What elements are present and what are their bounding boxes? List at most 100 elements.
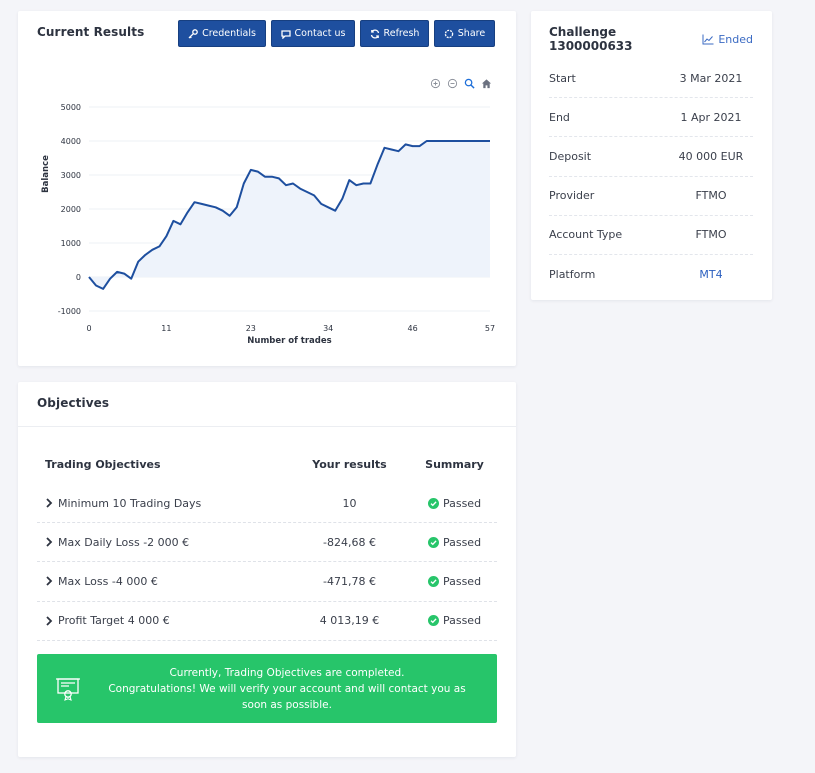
balance-point bbox=[264, 176, 266, 178]
balance-point bbox=[257, 171, 259, 173]
objective-label: Max Loss -4 000 € bbox=[58, 574, 158, 588]
balance-point bbox=[179, 223, 181, 225]
balance-point bbox=[348, 179, 350, 181]
contact-us-button[interactable]: Contact us bbox=[271, 20, 355, 47]
platform-link[interactable]: MT4 bbox=[699, 268, 723, 282]
balance-point bbox=[383, 147, 385, 149]
y-tick-label: 5000 bbox=[61, 103, 81, 112]
detail-label: Deposit bbox=[549, 149, 592, 163]
y-tick-label: 2000 bbox=[61, 205, 81, 214]
home-icon[interactable] bbox=[480, 77, 492, 89]
balance-point bbox=[369, 183, 371, 185]
chevron-right-icon[interactable] bbox=[45, 537, 53, 547]
detail-row-deposit: Deposit 40 000 EUR bbox=[549, 137, 753, 177]
objective-label: Profit Target 4 000 € bbox=[58, 614, 170, 628]
balance-point bbox=[243, 183, 245, 185]
balance-point bbox=[95, 285, 97, 287]
header-summary: Summary bbox=[425, 457, 484, 471]
objectives-title: Objectives bbox=[37, 396, 110, 410]
refresh-button[interactable]: Refresh bbox=[360, 20, 429, 47]
chevron-right-icon[interactable] bbox=[45, 498, 53, 508]
y-tick-label: 1000 bbox=[61, 239, 81, 248]
challenge-status: Ended bbox=[702, 33, 753, 46]
balance-point bbox=[405, 143, 407, 145]
check-circle-icon bbox=[427, 497, 439, 509]
share-button[interactable]: Share bbox=[434, 20, 495, 47]
summary-status: Passed bbox=[442, 535, 482, 549]
detail-value: 1 Apr 2021 bbox=[680, 110, 742, 124]
x-tick-label: 46 bbox=[408, 324, 418, 333]
objective-cell: Minimum 10 Trading Days bbox=[37, 497, 287, 510]
summary-cell: Passed bbox=[412, 614, 497, 627]
chat-icon bbox=[280, 29, 291, 39]
chevron-right-icon[interactable] bbox=[45, 576, 53, 587]
table-row[interactable]: Minimum 10 Trading Days 10 Passed bbox=[37, 484, 497, 524]
detail-value: 40 000 EUR bbox=[678, 149, 744, 163]
balance-point bbox=[222, 210, 224, 212]
balance-point bbox=[419, 145, 421, 147]
zoom-out-icon[interactable] bbox=[446, 77, 458, 89]
refresh-label: Refresh bbox=[383, 28, 420, 39]
balance-point bbox=[482, 140, 484, 142]
balance-point bbox=[236, 206, 238, 208]
objectives-table: Trading Objectives Your results Summary … bbox=[37, 444, 497, 641]
balance-point bbox=[229, 215, 231, 217]
objective-label: Minimum 10 Trading Days bbox=[58, 496, 202, 510]
detail-value: FTMO bbox=[695, 189, 727, 203]
challenge-header: Challenge 1300000633 Ended bbox=[549, 25, 753, 53]
check-circle-icon bbox=[427, 536, 439, 548]
detail-label: Start bbox=[549, 71, 576, 85]
balance-point bbox=[362, 183, 364, 185]
x-tick-label: 11 bbox=[161, 324, 171, 333]
balance-point bbox=[208, 205, 210, 207]
current-results-title: Current Results bbox=[37, 25, 145, 39]
balance-point bbox=[130, 278, 132, 280]
balance-line bbox=[88, 140, 490, 290]
chevron-right-icon[interactable] bbox=[45, 616, 53, 626]
balance-point bbox=[440, 140, 442, 142]
detail-row-platform: Platform MT4 bbox=[549, 255, 753, 294]
objective-cell: Max Loss -4 000 € bbox=[37, 575, 287, 588]
chart-line-icon bbox=[702, 34, 714, 44]
zoom-in-icon[interactable] bbox=[429, 77, 441, 89]
credentials-button[interactable]: Credentials bbox=[178, 20, 266, 47]
detail-label: End bbox=[549, 110, 570, 124]
x-tick-label: 57 bbox=[485, 324, 495, 333]
current-results-card: Current Results Credentials Contact us R… bbox=[18, 11, 516, 366]
objective-cell: Max Daily Loss -2 000 € bbox=[37, 536, 287, 549]
balance-point bbox=[292, 183, 294, 185]
balance-point bbox=[475, 140, 477, 142]
header-objective: Trading Objectives bbox=[45, 457, 161, 471]
detail-label: Account Type bbox=[549, 228, 623, 242]
balance-point bbox=[412, 145, 414, 147]
balance-point bbox=[186, 211, 188, 213]
balance-point bbox=[109, 278, 111, 280]
check-circle-icon bbox=[427, 575, 439, 587]
x-tick-label: 23 bbox=[246, 324, 256, 333]
detail-label: Provider bbox=[549, 189, 595, 203]
notice-text: Currently, Trading Objectives are comple… bbox=[97, 665, 477, 713]
balance-point bbox=[201, 203, 203, 205]
balance-point bbox=[271, 176, 273, 178]
balance-point bbox=[320, 203, 322, 205]
table-row[interactable]: Max Loss -4 000 € -471,78 € Passed bbox=[37, 562, 497, 602]
summary-cell: Passed bbox=[412, 575, 497, 588]
result-value: 10 bbox=[342, 496, 357, 510]
share-label: Share bbox=[457, 28, 486, 39]
balance-point bbox=[144, 254, 146, 256]
balance-point bbox=[137, 261, 139, 263]
summary-status: Passed bbox=[442, 614, 482, 628]
check-circle-icon bbox=[427, 615, 439, 627]
notice-line-1: Currently, Trading Objectives are comple… bbox=[169, 667, 405, 679]
key-icon bbox=[188, 28, 198, 38]
zoom-search-icon[interactable] bbox=[463, 77, 475, 89]
table-row[interactable]: Max Daily Loss -2 000 € -824,68 € Passed bbox=[37, 523, 497, 563]
balance-point bbox=[391, 149, 393, 151]
header-result: Your results bbox=[312, 457, 387, 471]
balance-point bbox=[447, 140, 449, 142]
table-row[interactable]: Profit Target 4 000 € 4 013,19 € Passed bbox=[37, 602, 497, 641]
balance-point bbox=[158, 245, 160, 247]
balance-point bbox=[250, 169, 252, 171]
x-axis-label: Number of trades bbox=[247, 336, 331, 346]
notice-line-2: Congratulations! We will verify your acc… bbox=[108, 683, 466, 711]
